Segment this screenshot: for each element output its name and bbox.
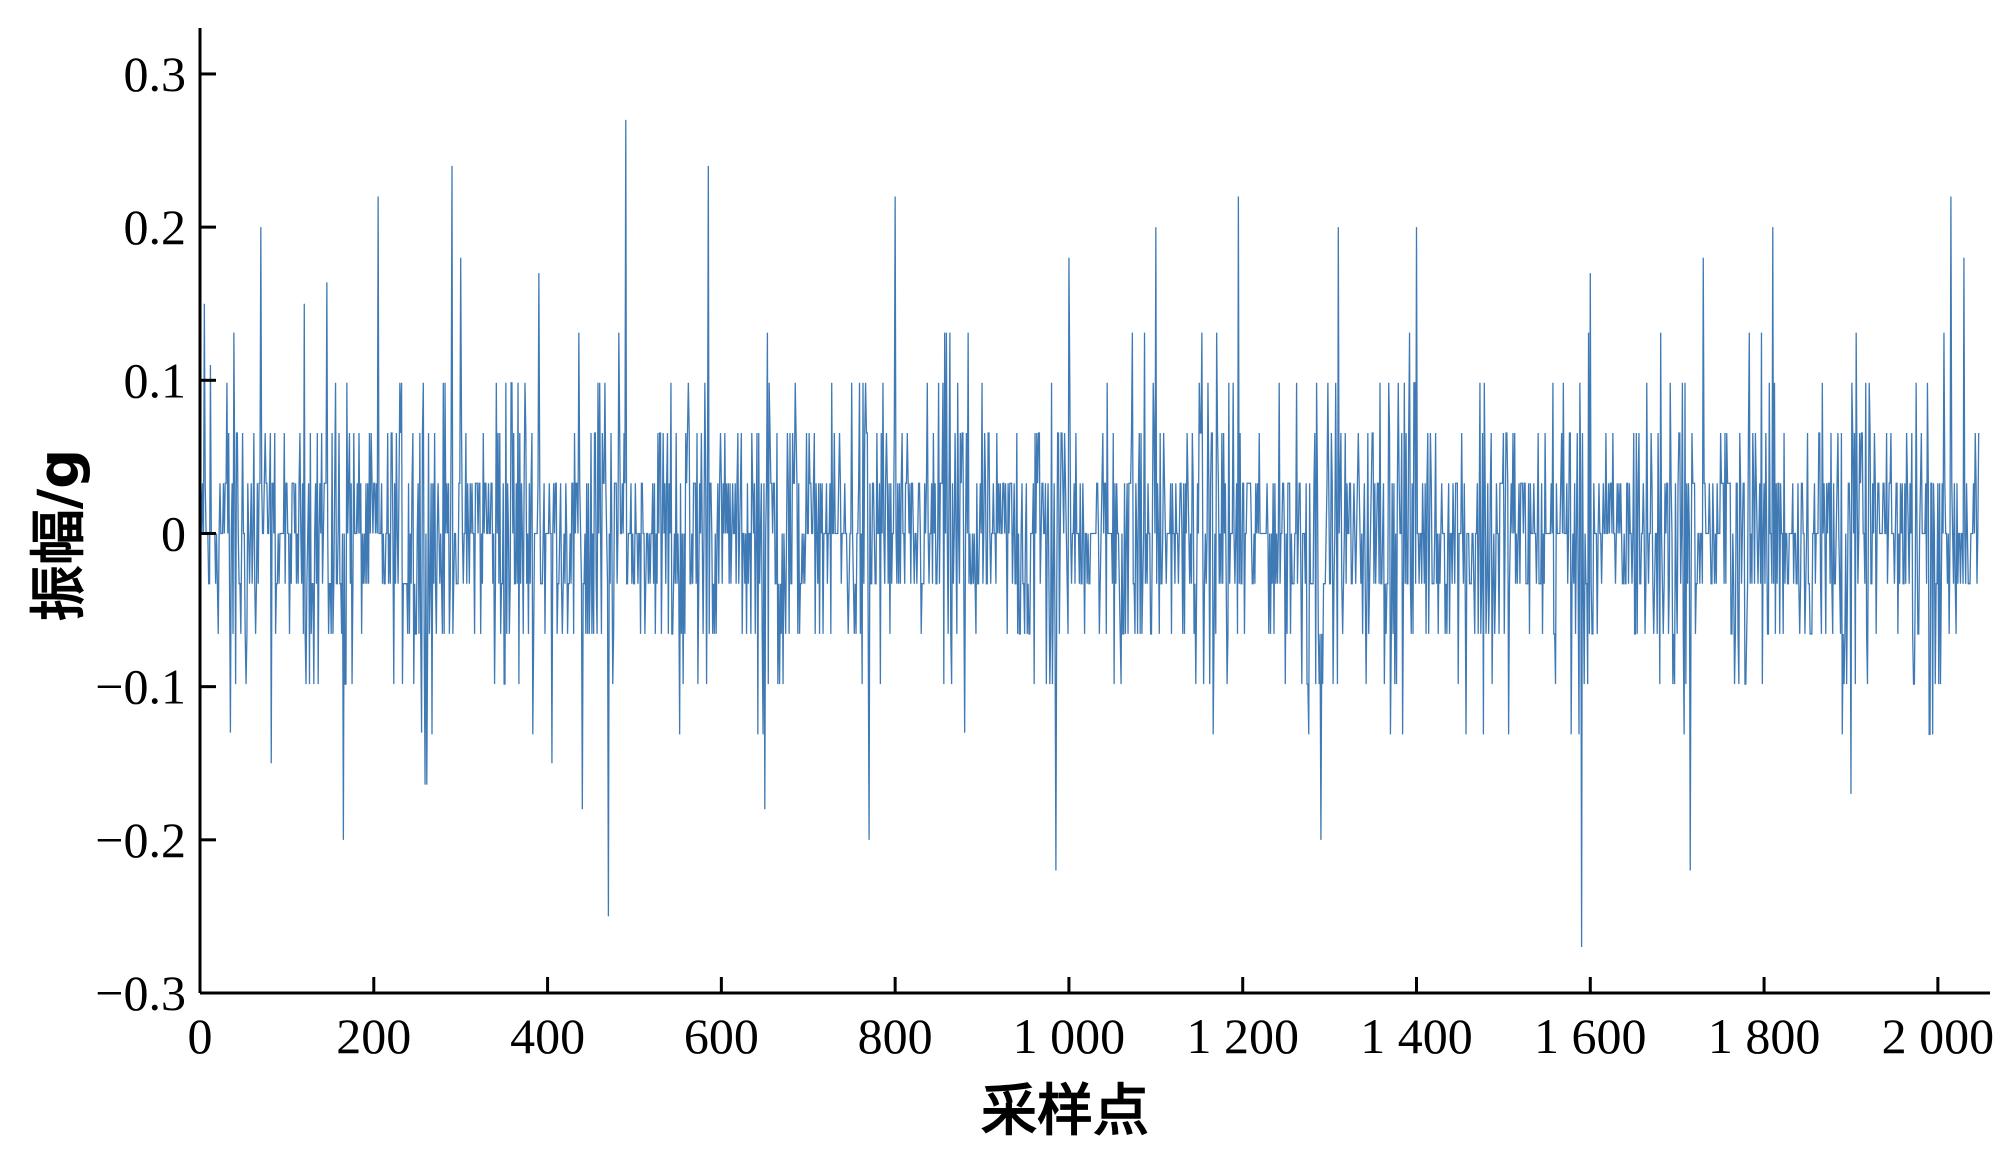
y-axis-title: 振幅/g — [27, 449, 92, 622]
x-tick-label: 2 000 — [1882, 1008, 1995, 1064]
y-tick-label: −0.1 — [95, 659, 186, 715]
y-tick-label: 0.1 — [124, 352, 187, 408]
x-tick-label: 400 — [510, 1008, 585, 1064]
y-tick-label: −0.2 — [95, 812, 186, 868]
x-tick-label: 0 — [188, 1008, 213, 1064]
y-tick-label: 0 — [161, 505, 186, 561]
x-ticks: 0 200 400 600 800 1 000 1 200 1 400 1 600 1 800 2 … — [188, 977, 1995, 1064]
x-tick-label: 1 200 — [1186, 1008, 1299, 1064]
y-ticks: −0.3 −0.2 −0.1 0 0.1 0.2 0.3 — [95, 46, 216, 1021]
x-tick-label: 1 000 — [1013, 1008, 1126, 1064]
x-tick-label: 1 800 — [1708, 1008, 1821, 1064]
plot-area — [199, 119, 1980, 948]
y-tick-label: −0.3 — [95, 965, 186, 1021]
x-tick-label: 1 600 — [1534, 1008, 1647, 1064]
x-tick-label: 600 — [684, 1008, 759, 1064]
x-tick-label: 200 — [336, 1008, 411, 1064]
y-tick-label: 0.2 — [124, 199, 187, 255]
x-tick-label: 800 — [858, 1008, 933, 1064]
x-tick-label: 1 400 — [1360, 1008, 1473, 1064]
axes — [198, 28, 1990, 995]
x-axis-title: 采样点 — [981, 1079, 1149, 1144]
y-tick-label: 0.3 — [124, 46, 187, 102]
signal-line — [199, 119, 1980, 948]
